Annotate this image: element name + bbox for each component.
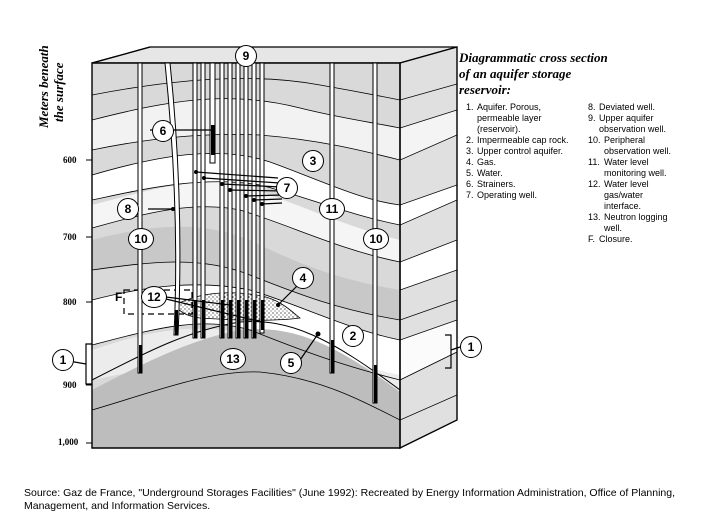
callout-neutron-logging-well: 13 [220, 348, 246, 370]
callout-water: 5 [280, 352, 302, 374]
callout-strainers: 6 [152, 120, 174, 142]
callout-operating-well: 7 [276, 177, 298, 199]
legend-item: 11. Water level monitoring well. [588, 157, 718, 179]
legend-item-text: Neutron logging well. [604, 212, 668, 233]
closure-label: F [115, 290, 123, 304]
legend-item: 13. Neutron logging well. [588, 212, 718, 234]
legend-item-number: 4. [466, 157, 474, 167]
legend-item-number: 3. [466, 146, 474, 156]
callout-deviated-well: 8 [117, 198, 139, 220]
legend-item-number: 1. [466, 102, 474, 112]
legend-item-number: 12. [588, 179, 601, 189]
legend-item-text: Water level monitoring well. [604, 157, 667, 178]
legend-item-number: 7. [466, 190, 474, 200]
legend-item-number: 8. [588, 102, 596, 112]
legend-item-text: Operating well. [477, 190, 538, 200]
legend-item-text: Peripheral observation well. [604, 135, 672, 156]
peripheral-well-left [137, 62, 143, 374]
legend-item: 2. Impermeable cap rock. [466, 135, 581, 146]
tick-900: 900 [63, 380, 77, 390]
legend-item: F. Closure. [588, 234, 718, 245]
legend-item-text: Closure. [599, 234, 633, 244]
tick-600: 600 [63, 155, 77, 165]
legend-item-text: Water. [477, 168, 503, 178]
legend-item-number: 9. [588, 113, 596, 123]
legend-item-text: Upper control aquifer. [477, 146, 564, 156]
legend-left: 1. Aquifer. Porous, permeable layer (rese… [466, 102, 581, 201]
callout-gas: 4 [292, 267, 314, 289]
legend-item-number: 13. [588, 212, 601, 222]
legend-item: 4. Gas. [466, 157, 581, 168]
legend-item: 6. Strainers. [466, 179, 581, 190]
legend-item-number: 10. [588, 135, 601, 145]
stratum-band [92, 153, 400, 225]
depth-axis [86, 63, 93, 448]
legend-item: 7. Operating well. [466, 190, 581, 201]
legend-item-number: 11. [588, 157, 600, 167]
legend-right: 8. Deviated well. 9. Upper aquifer observat… [588, 102, 718, 245]
callout-gas-water-interface: 12 [141, 286, 167, 308]
legend-item-text: Water level gas/water interface. [604, 179, 649, 211]
callout-aquifer-right: 1 [460, 336, 482, 358]
legend-item: 3. Upper control aquifer. [466, 146, 581, 157]
legend-item-text: Upper aquifer observation well. [599, 113, 667, 134]
title-line3: reservoir: [459, 82, 511, 97]
legend-item-number: 6. [466, 179, 474, 189]
strainers [139, 125, 377, 403]
legend-item-text: Impermeable cap rock. [477, 135, 569, 145]
legend-item-text: Gas. [477, 157, 497, 167]
legend-item-number: 2. [466, 135, 474, 145]
source-line1: Source: Gaz de France, "Underground Stor… [24, 487, 676, 499]
callout-aquifer-left: 1 [52, 349, 74, 371]
legend-item-text: Aquifer. Porous, permeable layer (reserv… [477, 102, 542, 134]
callout-upper-aquifer-observation-well: 9 [235, 45, 257, 67]
tick-800: 800 [63, 297, 77, 307]
legend-item: 5. Water. [466, 168, 581, 179]
callout-cap-rock: 2 [342, 325, 364, 347]
diagram-title: Diagrammatic cross section of an aquifer… [459, 50, 659, 98]
axis-title: Meters beneath the surface [36, 45, 66, 128]
axis-title-line1: Meters beneath [36, 45, 51, 128]
tick-700: 700 [63, 232, 77, 242]
tick-1000: 1,000 [58, 437, 79, 447]
legend-item-text: Deviated well. [599, 102, 656, 112]
axis-title-line2: the surface [51, 62, 66, 122]
source-line2: Management, and Information Services. [24, 500, 211, 512]
callout-upper-control-aquifer: 3 [302, 150, 324, 172]
callout-monitoring-well: 11 [319, 198, 345, 220]
anticline-dome [92, 329, 400, 448]
legend-item-number: 5. [466, 168, 474, 178]
legend-item: 12. Water level gas/water interface. [588, 179, 718, 212]
legend-item: 10. Peripheral observation well. [588, 135, 718, 157]
callout-peripheral-well-right: 10 [363, 228, 389, 250]
block-top-face [91, 46, 458, 64]
legend-item: 9. Upper aquifer observation well. [588, 113, 718, 135]
legend-item-text: Strainers. [477, 179, 516, 189]
legend-item: 8. Deviated well. [588, 102, 718, 113]
legend-item: 1. Aquifer. Porous, permeable layer (rese… [466, 102, 581, 135]
source-note: Source: Gaz de France, "Underground Stor… [24, 487, 675, 513]
legend-item-number: F. [588, 234, 596, 244]
upper-aquifer-observation-well [209, 62, 216, 164]
callout-peripheral-well-left: 10 [128, 228, 154, 250]
upper-control-aquifer-band [92, 181, 400, 262]
title-line2: of an aquifer storage [459, 66, 572, 81]
title-line1: Diagrammatic cross section [459, 50, 608, 65]
